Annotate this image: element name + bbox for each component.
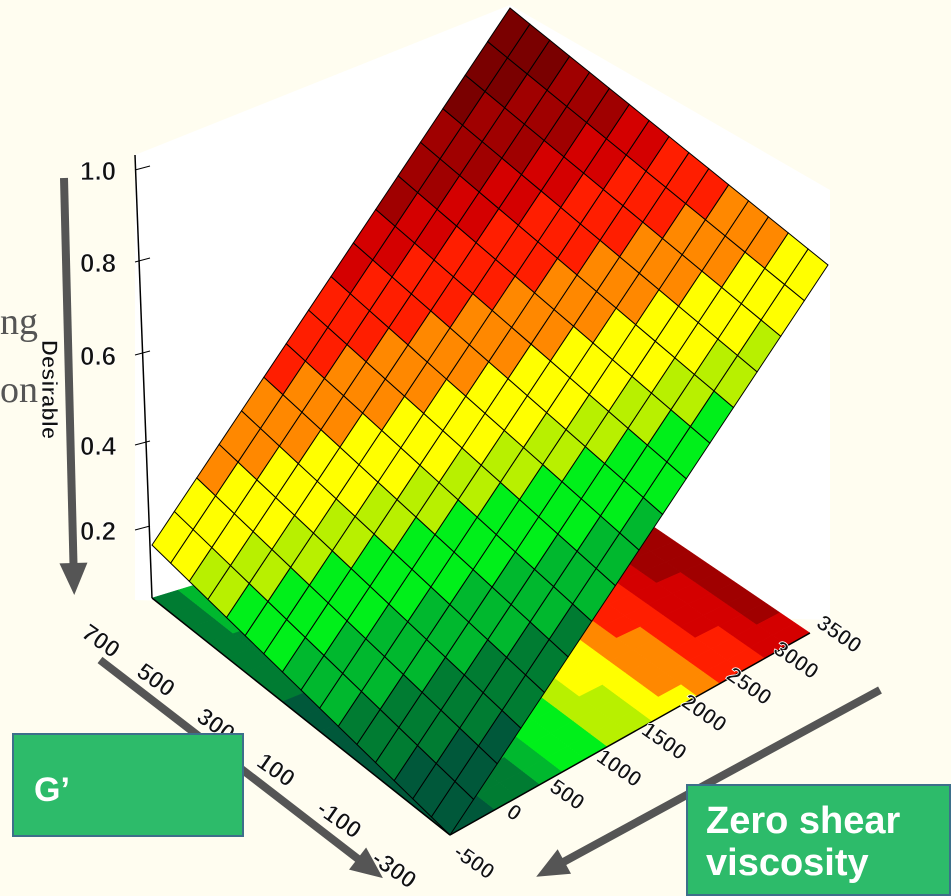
partial-text-line2: on [0,369,38,411]
main-surface [151,7,829,836]
zero-shear-arrow-head [536,849,572,877]
z-tick [134,350,151,356]
g-prime-axis-line [151,597,451,836]
zero-shear-label-box: Zero shear viscosity [686,784,951,896]
z-tick-label: 1.0 [80,156,116,186]
zero-shear-label-line2: viscosity [706,842,869,884]
surface-cell [486,7,531,59]
z-tick-label: 0.4 [80,431,117,461]
zero-shear-tick-label: 2500 [722,662,776,711]
zero-shear-tick-label: 1500 [637,717,691,766]
zero-shear-arrow [543,686,882,876]
z-axis-line [134,154,153,599]
zero-shear-label-line1: Zero shear [706,800,901,842]
partial-text-line1: ng [0,301,38,343]
z-arrow [60,177,78,586]
g-prime-label-box: G’ [12,733,244,837]
zero-shear-tick-label: 2000 [677,689,731,738]
g-prime-tick-label: 500 [132,658,180,703]
g-prime-tick-label: 700 [77,619,125,664]
z-tick [134,257,151,263]
z-axis-title: Desirable [37,340,62,439]
zero-shear-tick-label: 3000 [769,636,823,685]
z-tick-label: 0.2 [80,516,116,546]
zero-shear-tick-label: 3500 [812,610,866,659]
z-tick [134,440,151,446]
z-tick [134,525,151,531]
zero-shear-tick-label: 1000 [592,744,646,793]
g-prime-tick-label: -100 [312,795,367,845]
zero-shear-tick-label: -500 [449,839,499,885]
z-tick [134,165,151,171]
g-prime-label: G’ [34,771,70,809]
zero-shear-tick-label: 500 [545,774,589,816]
z-tick-label: 0.6 [80,341,116,371]
zero-shear-axis-line [449,632,811,836]
g-prime-arrow-head [349,847,383,879]
axes [134,154,811,836]
z-tick-label: 0.8 [80,248,116,278]
z-arrow-head [59,562,88,595]
